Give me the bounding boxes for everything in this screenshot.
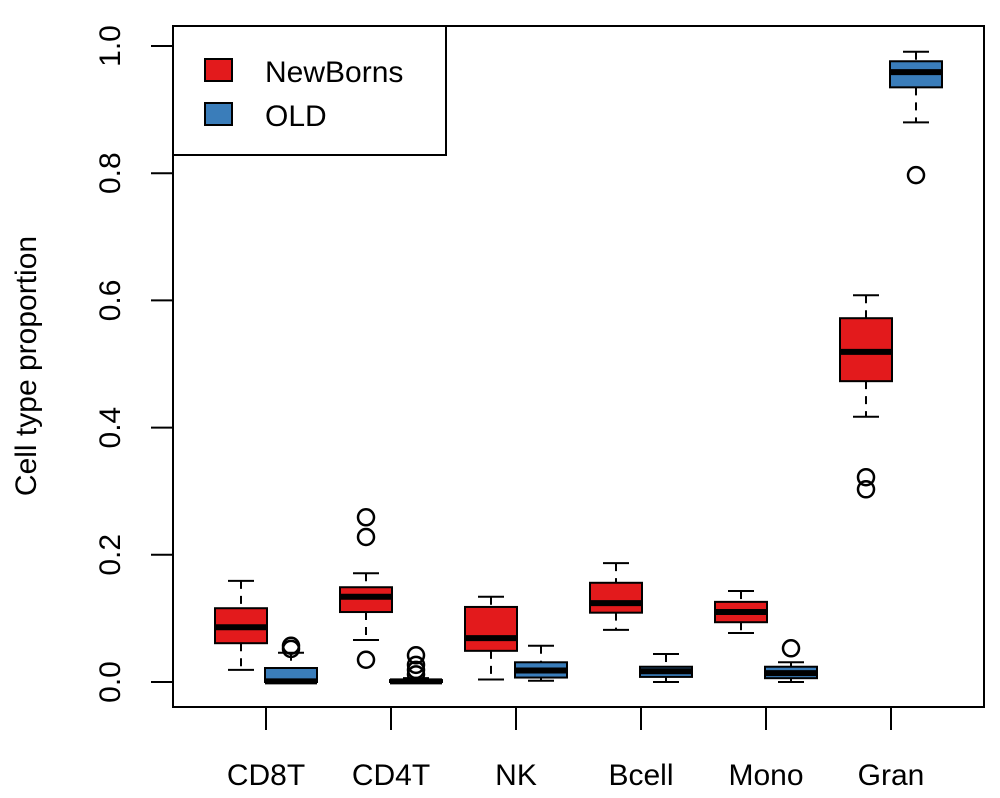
outlier-point	[281, 639, 301, 659]
outlier-point	[406, 646, 426, 665]
y-tick-label: 0.6	[94, 280, 127, 322]
y-tick-label: 0.8	[94, 152, 127, 194]
outlier-point	[356, 527, 376, 547]
x-tick-label: CD8T	[227, 759, 305, 792]
box-old-mono	[764, 639, 818, 683]
y-tick-label: 0.0	[94, 661, 127, 703]
plot-frame	[172, 25, 985, 708]
legend-swatch-old	[204, 102, 233, 126]
outlier-point	[856, 480, 876, 499]
x-tick-label: CD4T	[352, 759, 430, 792]
box-newborns-mono	[714, 590, 768, 635]
box-old-bcell	[639, 653, 693, 683]
outlier-point	[406, 655, 426, 675]
legend-box	[172, 25, 447, 156]
box-newborns-cd8t	[214, 579, 268, 671]
outlier-point	[406, 665, 426, 684]
legend: NewBorns OLD	[172, 25, 447, 156]
box-newborns-cd4t	[339, 508, 393, 669]
legend-swatch-newborns	[204, 58, 233, 82]
outlier-point	[781, 639, 801, 658]
box-old-cd4t	[389, 646, 443, 685]
box-iqr	[589, 581, 643, 614]
box-old-nk	[514, 644, 568, 682]
y-tick-label: 0.4	[94, 407, 127, 449]
y-axis: 0.0 0.2 0.4 0.6 0.8 1.0	[94, 25, 173, 703]
box-iqr	[464, 605, 518, 652]
legend-label-old: OLD	[265, 100, 327, 133]
y-tick-label: 0.2	[94, 534, 127, 576]
box-old-cd8t	[264, 636, 318, 685]
outlier-point	[356, 650, 376, 669]
boxes-layer	[214, 50, 943, 685]
x-tick-label: NK	[495, 759, 537, 792]
x-tick-label: Mono	[728, 759, 803, 792]
y-tick-label: 1.0	[94, 25, 127, 67]
box-newborns-gran	[839, 294, 893, 499]
outlier-point	[356, 508, 376, 527]
x-tick-label: Bcell	[608, 759, 673, 792]
x-axis: CD8T CD4T NK Bcell Mono Gran	[227, 707, 925, 792]
y-axis-label: Cell type proportion	[10, 236, 43, 496]
outlier-point	[856, 467, 876, 487]
box-newborns-bcell	[589, 562, 643, 631]
box-old-gran	[889, 50, 943, 185]
box-newborns-nk	[464, 595, 518, 681]
legend-label-newborns: NewBorns	[265, 56, 403, 89]
x-tick-label: Gran	[858, 759, 925, 792]
outlier-point	[906, 165, 926, 185]
